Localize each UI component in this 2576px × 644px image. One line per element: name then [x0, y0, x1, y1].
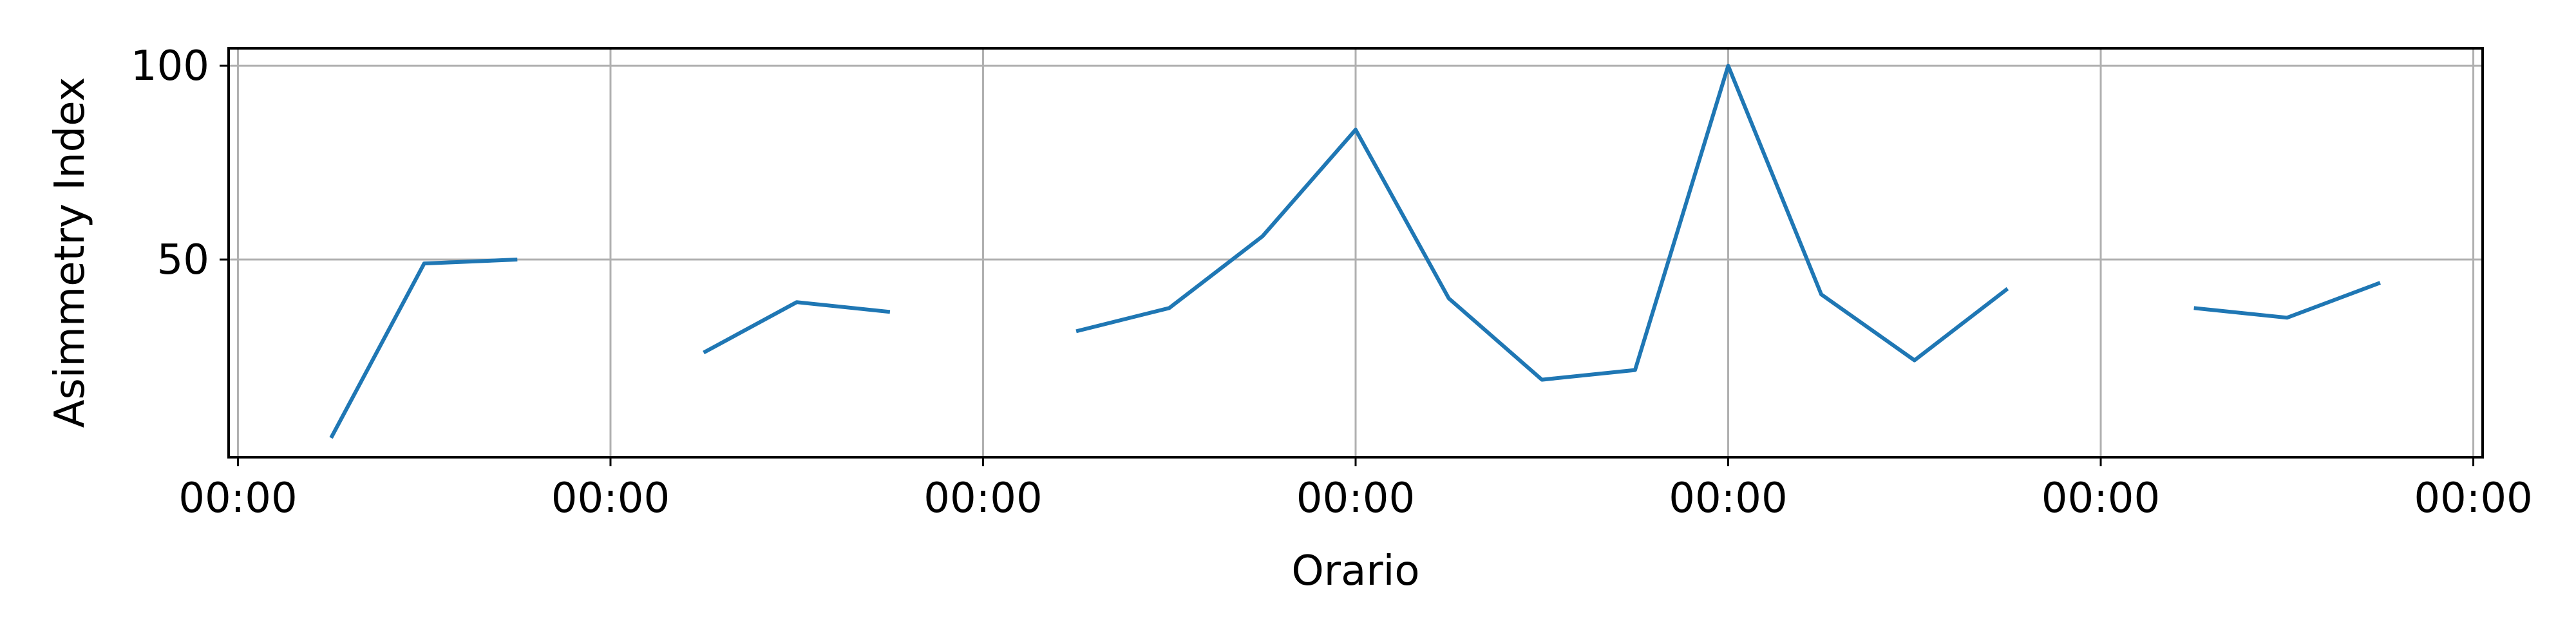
y-axis-ticks: 50 100: [131, 43, 229, 284]
series-lines: [329, 64, 2381, 439]
y-axis-title: Asimmetry Index: [46, 77, 94, 428]
x-tick-label: 00:00: [178, 475, 297, 522]
x-tick-label: 00:00: [1669, 475, 1787, 522]
x-tick-label: 00:00: [551, 475, 670, 522]
series-line-segment: [1075, 64, 2009, 382]
series-line-segment: [2193, 281, 2381, 320]
x-tick-label: 00:00: [2414, 475, 2532, 522]
y-tick-label: 50: [157, 236, 209, 284]
x-tick-label: 00:00: [923, 475, 1042, 522]
series-line-segment: [329, 258, 518, 439]
series-line-segment: [703, 300, 891, 355]
y-tick-label: 100: [131, 43, 209, 90]
x-axis-ticks: 00:00 00:00 00:00 00:00 00:00 00:00 00:00: [178, 457, 2533, 522]
x-tick-label: 00:00: [2041, 475, 2160, 522]
grid-lines: [229, 48, 2483, 457]
x-tick-label: 00:00: [1296, 475, 1415, 522]
x-axis-title: Orario: [1291, 547, 1419, 595]
